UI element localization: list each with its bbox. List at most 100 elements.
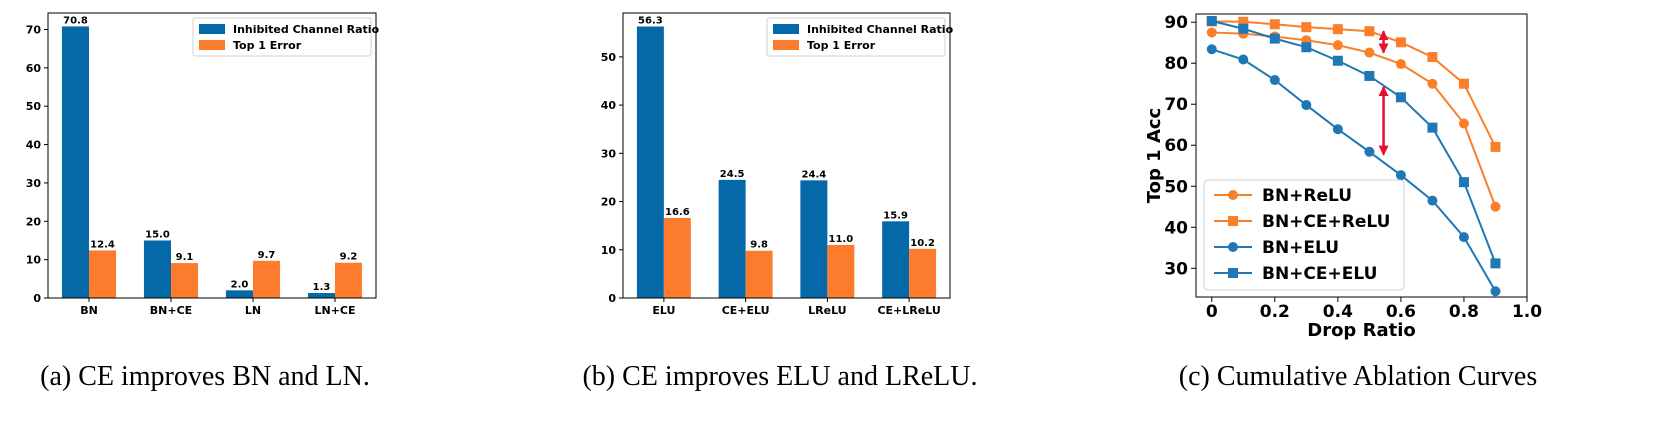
- legend-label-a-1: Top 1 Error: [233, 39, 302, 52]
- value-label-b-error-1: 9.8: [750, 240, 768, 251]
- point-BN+CE+ELU-1: [1238, 23, 1249, 34]
- point-BN+CE+ELU-7: [1427, 122, 1438, 133]
- series-line-BN+ELU: [1211, 48, 1497, 292]
- point-BN+ReLU-6: [1395, 59, 1406, 70]
- value-label-b-ratio-1: 24.5: [720, 169, 745, 180]
- panel-b-chart: 56.3 24.5 24.4 15.9 16.6 9.8 11.0 10.2 0 10 20 30 40…: [601, 12, 954, 317]
- x-tick-label-a-3: LN+CE: [314, 304, 355, 317]
- y-tick-label-b-2: 20: [601, 196, 617, 209]
- y-tick-label-a-7: 70: [26, 23, 42, 36]
- legend-label-a-0: Inhibited Channel Ratio: [233, 23, 380, 36]
- point-BN+CE+ReLU-8: [1458, 78, 1469, 89]
- value-label-b-error-0: 16.6: [665, 207, 690, 218]
- bar-b-error-3: [909, 248, 937, 298]
- panel-c-chart: 30 40 50 60 70 80 90 0 0.2 0.4 0.6 0.8 1.0 Drop Ratio…: [1144, 13, 1542, 341]
- panel-a-chart: 70.8 15.0 2.0 1.3 12.4 9.1 9.7 9.2 0 10 20 30 40 50 60…: [26, 12, 380, 317]
- y-tick-label-c-3: 60: [1164, 136, 1188, 156]
- point-BN+ReLU-7: [1427, 78, 1438, 89]
- bar-a-ratio-0: [61, 26, 89, 299]
- legend-marker-c-2: [1228, 242, 1238, 252]
- legend-box-a: [192, 17, 372, 57]
- x-tick-label-b-0: ELU: [652, 304, 675, 317]
- legend-swatch-a-0: [199, 24, 225, 34]
- bar-b-ratio-1: [718, 179, 746, 298]
- value-label-a-ratio-2: 2.0: [231, 279, 249, 290]
- value-label-a-error-0: 12.4: [90, 239, 115, 250]
- value-label-a-error-1: 9.1: [176, 252, 194, 263]
- x-tick-label-a-1: BN+CE: [150, 304, 192, 317]
- y-axis-label-c: Top 1 Acc: [1144, 108, 1165, 203]
- legend-b: Inhibited Channel Ratio Top 1 Error: [766, 17, 954, 57]
- x-tick-label-a-2: LN: [245, 304, 261, 317]
- y-tick-label-c-5: 80: [1164, 54, 1188, 74]
- y-tick-label-c-0: 30: [1164, 259, 1188, 279]
- bar-a-error-1: [171, 263, 199, 298]
- point-BN+CE+ELU-4: [1332, 55, 1343, 66]
- plot-frame-c: [1195, 13, 1528, 298]
- y-tick-label-b-0: 0: [608, 292, 616, 305]
- legend-a: Inhibited Channel Ratio Top 1 Error: [192, 17, 380, 57]
- bar-b-ratio-0: [636, 26, 664, 299]
- y-tick-label-a-2: 20: [26, 215, 42, 228]
- plot-frame-a: [47, 12, 377, 299]
- x-tick-label-b-1: CE+ELU: [722, 304, 770, 317]
- point-BN+CE+ELU-0: [1206, 15, 1217, 26]
- point-BN+ReLU-5: [1364, 47, 1375, 58]
- legend-label-c-0: BN+ReLU: [1262, 186, 1352, 206]
- bar-a-ratio-3: [307, 293, 335, 298]
- bar-a-error-2: [253, 260, 281, 298]
- point-BN+ELU-4: [1332, 124, 1343, 135]
- y-tick-label-b-1: 10: [601, 244, 617, 257]
- y-tick-label-b-4: 40: [601, 99, 617, 112]
- legend-swatch-b-0: [773, 24, 799, 34]
- legend-box-b: [766, 17, 946, 57]
- y-tick-label-c-2: 50: [1164, 177, 1188, 197]
- legend-swatch-b-1: [773, 40, 799, 50]
- bar-b-ratio-3: [882, 221, 910, 298]
- y-tick-label-a-6: 60: [26, 62, 42, 75]
- point-BN+ELU-0: [1206, 44, 1217, 55]
- bar-b-error-1: [745, 250, 773, 298]
- y-tick-label-c-6: 90: [1164, 13, 1188, 33]
- legend-label-c-1: BN+CE+ReLU: [1262, 212, 1390, 232]
- plot-frame-b: [622, 12, 951, 299]
- y-tick-label-c-4: 70: [1164, 95, 1188, 115]
- point-BN+CE+ReLU-6: [1395, 37, 1406, 48]
- bar-a-ratio-1: [143, 240, 171, 298]
- x-tick-label-c-5: 1.0: [1512, 302, 1542, 322]
- bar-b-error-0: [663, 217, 691, 298]
- legend-swatch-a-1: [199, 40, 225, 50]
- caption-a: (a) CE improves BN and LN.: [40, 361, 370, 392]
- point-BN+ELU-8: [1458, 232, 1469, 243]
- y-tick-label-a-4: 40: [26, 139, 42, 152]
- bar-a-error-0: [89, 250, 117, 298]
- series-line-BN+CE+ELU: [1211, 20, 1497, 264]
- point-BN+CE+ELU-3: [1301, 42, 1312, 53]
- value-label-a-error-2: 9.7: [258, 250, 276, 261]
- y-tick-label-a-1: 10: [26, 254, 42, 267]
- point-BN+CE+ReLU-2: [1269, 19, 1280, 30]
- point-BN+CE+ELU-9: [1490, 258, 1501, 269]
- bar-a-error-3: [335, 262, 363, 298]
- point-BN+ELU-6: [1395, 170, 1406, 181]
- caption-c: (c) Cumulative Ablation Curves: [1179, 361, 1538, 392]
- value-label-a-ratio-0: 70.8: [63, 15, 88, 26]
- y-tick-label-c-1: 40: [1164, 218, 1188, 238]
- series-line-BN+ReLU: [1211, 31, 1497, 208]
- x-tick-label-c-0: 0: [1206, 302, 1218, 322]
- x-axis-label-c: Drop Ratio: [1307, 320, 1415, 341]
- point-BN+ELU-2: [1269, 75, 1280, 86]
- point-BN+CE+ReLU-1: [1238, 16, 1249, 27]
- caption-b: (b) CE improves ELU and LReLU.: [582, 361, 977, 392]
- point-BN+ELU-7: [1427, 195, 1438, 206]
- legend-label-b-1: Top 1 Error: [807, 39, 876, 52]
- point-BN+CE+ELU-6: [1395, 92, 1406, 103]
- x-tick-label-c-4: 0.8: [1449, 302, 1479, 322]
- point-BN+ReLU-0: [1206, 27, 1217, 38]
- legend-c: BN+ReLU BN+CE+ReLU BN+ELU BN+CE+ELU: [1203, 179, 1405, 291]
- legend-marker-c-3: [1228, 268, 1238, 278]
- point-BN+CE+ELU-5: [1364, 70, 1375, 81]
- y-tick-label-b-5: 50: [601, 51, 617, 64]
- point-BN+ReLU-9: [1490, 201, 1501, 212]
